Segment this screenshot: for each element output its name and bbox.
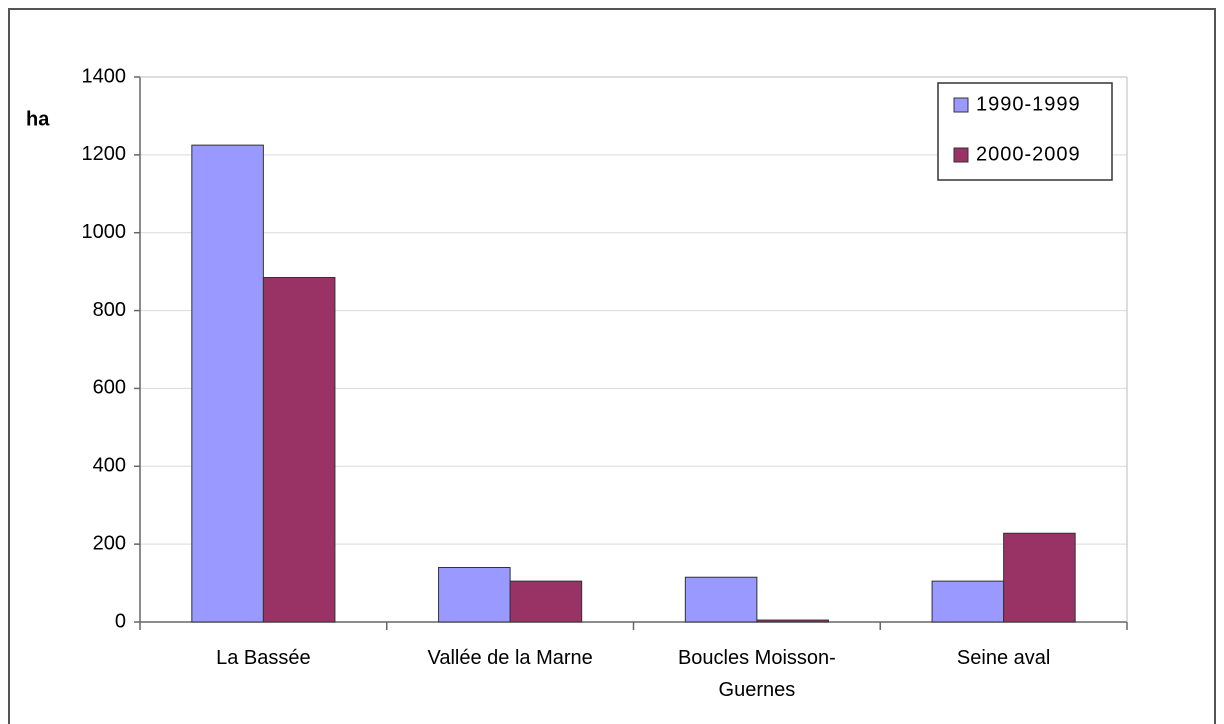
y-tick-label: 400: [93, 455, 126, 477]
bar: [684, 576, 758, 623]
x-tick-label: Seine aval: [956, 647, 1051, 669]
x-tick-label: La Bassée: [216, 647, 311, 669]
y-tick-label: 800: [93, 299, 126, 321]
bar: [931, 580, 1005, 623]
x-tick-label-box: Seine aval: [956, 647, 1051, 669]
y-tick-label: 600: [93, 377, 126, 399]
x-tick-label: Boucles Moisson-Guernes: [677, 647, 836, 701]
x-tick-label: Vallée de la Marne: [427, 647, 593, 669]
bar: [509, 580, 583, 623]
legend-label: 1990-1999: [976, 93, 1081, 115]
bar: [262, 276, 336, 623]
y-axis-label: ha: [26, 108, 50, 130]
bar: [1003, 532, 1076, 623]
legend-swatch: [953, 97, 969, 113]
y-tick-label: 1000: [82, 221, 127, 243]
y-tick-label: 200: [93, 532, 126, 554]
bar: [438, 567, 511, 623]
y-tick-label: 0: [115, 610, 126, 632]
y-tick-label: 1400: [82, 65, 127, 87]
x-tick-label-box: La Bassée: [216, 647, 311, 669]
legend-swatch: [953, 147, 969, 163]
x-tick-label-box: Vallée de la Marne: [427, 647, 593, 669]
y-tick-label: 1200: [82, 143, 127, 165]
legend-label: 2000-2009: [976, 143, 1081, 165]
bar: [756, 619, 829, 623]
x-tick-label-box: Boucles Moisson-Guernes: [677, 647, 836, 701]
bar: [191, 144, 264, 623]
